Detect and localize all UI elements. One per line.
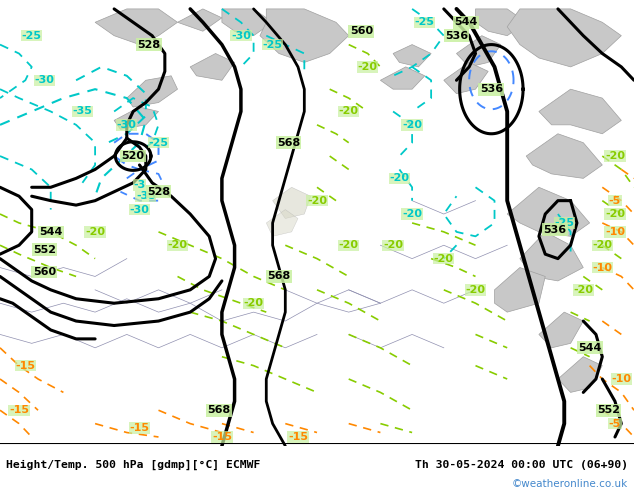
Polygon shape bbox=[476, 9, 526, 36]
Text: -5: -5 bbox=[609, 418, 621, 429]
Text: -35: -35 bbox=[136, 191, 156, 201]
Polygon shape bbox=[456, 36, 501, 67]
Polygon shape bbox=[266, 210, 298, 236]
Text: -15: -15 bbox=[15, 361, 36, 370]
Polygon shape bbox=[558, 357, 602, 392]
Text: 536: 536 bbox=[543, 224, 566, 235]
Text: 560: 560 bbox=[350, 26, 373, 36]
Polygon shape bbox=[539, 312, 583, 348]
Text: 528: 528 bbox=[138, 40, 160, 49]
Text: -15: -15 bbox=[129, 423, 150, 433]
Polygon shape bbox=[393, 45, 431, 67]
Text: 520: 520 bbox=[122, 151, 145, 161]
Text: 528: 528 bbox=[147, 187, 170, 197]
Text: -30: -30 bbox=[129, 204, 150, 215]
Text: 544: 544 bbox=[455, 17, 477, 27]
Text: 536: 536 bbox=[480, 84, 503, 94]
Polygon shape bbox=[222, 9, 273, 36]
Text: -20: -20 bbox=[339, 240, 359, 250]
Text: -20: -20 bbox=[307, 196, 327, 206]
Text: -20: -20 bbox=[592, 240, 612, 250]
Text: -20: -20 bbox=[605, 209, 625, 219]
Text: -15: -15 bbox=[9, 405, 29, 415]
Text: 560: 560 bbox=[33, 267, 56, 277]
Text: Height/Temp. 500 hPa [gdmp][°C] ECMWF: Height/Temp. 500 hPa [gdmp][°C] ECMWF bbox=[6, 460, 261, 470]
Text: -30: -30 bbox=[34, 75, 55, 85]
Polygon shape bbox=[95, 9, 178, 45]
Text: Th 30-05-2024 00:00 UTC (06+90): Th 30-05-2024 00:00 UTC (06+90) bbox=[415, 460, 628, 470]
Polygon shape bbox=[495, 268, 545, 312]
Text: 544: 544 bbox=[578, 343, 601, 353]
Text: 552: 552 bbox=[597, 405, 620, 415]
Text: ©weatheronline.co.uk: ©weatheronline.co.uk bbox=[512, 479, 628, 489]
Text: -10: -10 bbox=[611, 374, 631, 384]
Text: 568: 568 bbox=[277, 138, 300, 147]
Text: -10: -10 bbox=[592, 263, 612, 272]
Text: -20: -20 bbox=[402, 209, 422, 219]
Text: -20: -20 bbox=[358, 62, 378, 72]
Text: 568: 568 bbox=[268, 271, 290, 281]
Text: -25: -25 bbox=[415, 17, 435, 27]
Polygon shape bbox=[190, 53, 235, 80]
Text: -25: -25 bbox=[22, 31, 42, 41]
Text: -20: -20 bbox=[339, 106, 359, 117]
Text: -15: -15 bbox=[212, 432, 232, 442]
Text: -25: -25 bbox=[148, 138, 169, 147]
Text: -20: -20 bbox=[465, 285, 486, 295]
Text: 544: 544 bbox=[39, 227, 62, 237]
Text: -25: -25 bbox=[554, 218, 574, 228]
Polygon shape bbox=[526, 134, 602, 178]
Text: -30: -30 bbox=[231, 31, 251, 41]
Text: -15: -15 bbox=[288, 432, 308, 442]
Text: -5: -5 bbox=[609, 196, 621, 206]
Text: 552: 552 bbox=[33, 245, 56, 255]
Text: -10: -10 bbox=[605, 227, 625, 237]
Text: -20: -20 bbox=[389, 173, 410, 183]
Text: -20: -20 bbox=[605, 151, 625, 161]
Text: -25: -25 bbox=[262, 40, 283, 49]
Text: -20: -20 bbox=[243, 298, 264, 308]
Text: -3: -3 bbox=[133, 180, 146, 190]
Polygon shape bbox=[260, 9, 349, 62]
Polygon shape bbox=[507, 9, 621, 67]
Text: -20: -20 bbox=[434, 254, 454, 264]
Polygon shape bbox=[539, 89, 621, 134]
Polygon shape bbox=[507, 187, 590, 236]
Polygon shape bbox=[178, 9, 222, 31]
Polygon shape bbox=[127, 76, 178, 107]
Polygon shape bbox=[380, 67, 425, 89]
Text: -30: -30 bbox=[117, 120, 137, 130]
Text: -20: -20 bbox=[573, 285, 593, 295]
Text: -20: -20 bbox=[167, 240, 188, 250]
Text: -20: -20 bbox=[402, 120, 422, 130]
Text: 568: 568 bbox=[207, 405, 230, 415]
Text: -20: -20 bbox=[383, 240, 403, 250]
Polygon shape bbox=[444, 62, 488, 94]
Polygon shape bbox=[273, 187, 311, 219]
Text: -20: -20 bbox=[85, 227, 105, 237]
Polygon shape bbox=[520, 232, 583, 281]
Polygon shape bbox=[114, 107, 158, 129]
Text: 536: 536 bbox=[445, 31, 468, 41]
Text: -35: -35 bbox=[72, 106, 93, 117]
